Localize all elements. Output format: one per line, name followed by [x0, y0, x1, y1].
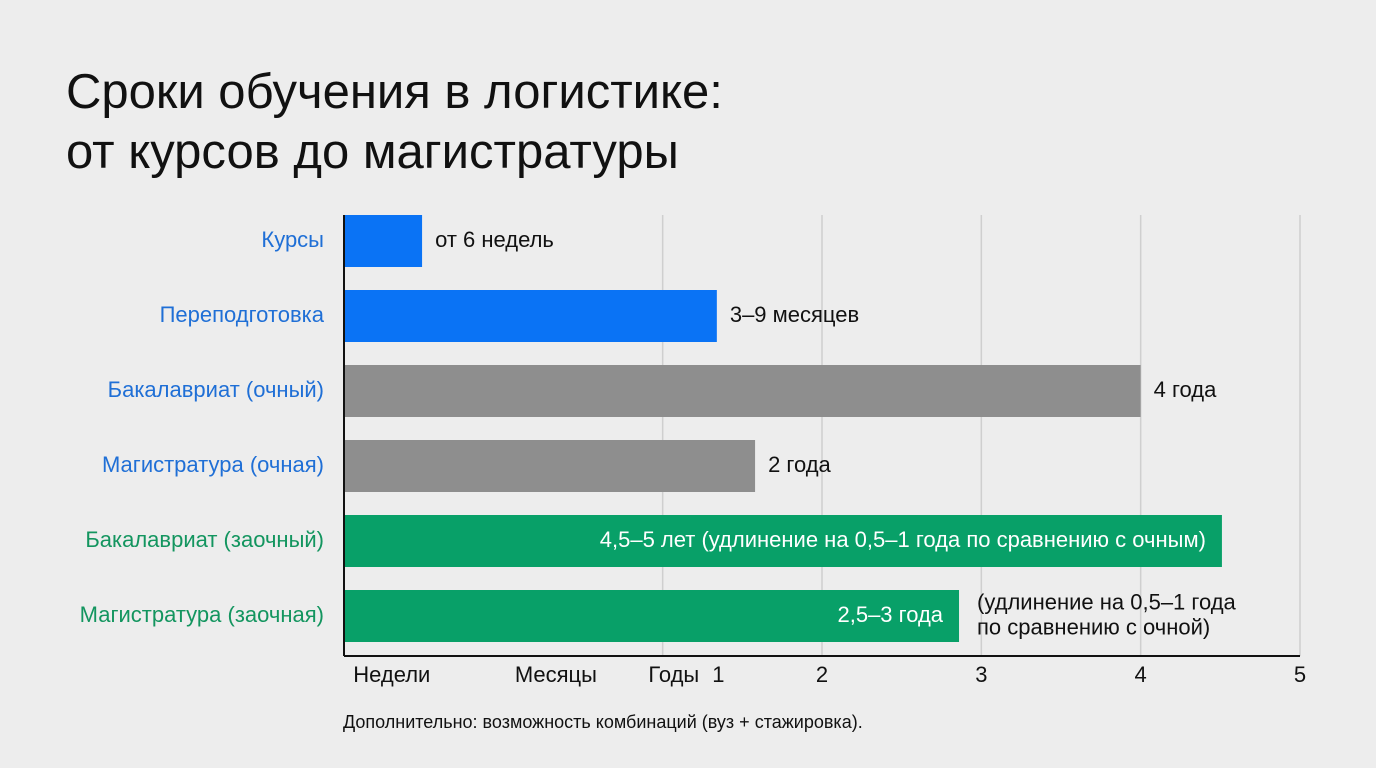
category-label-5: Магистратура (заочная) [80, 602, 324, 627]
bar-1 [344, 290, 717, 342]
bar-0 [344, 215, 423, 267]
x-tick-label-1: Месяцы [515, 662, 597, 687]
bar-2 [344, 365, 1141, 417]
bar-4 [344, 515, 1222, 567]
category-label-0: Курсы [261, 227, 324, 252]
x-tick-label-4: 2 [816, 662, 828, 687]
value-label-4: 4,5–5 лет (удлинение на 0,5–1 года по ср… [600, 527, 1206, 552]
value-label-5: 2,5–3 года [837, 602, 943, 627]
value-label-3: 2 года [768, 452, 831, 477]
category-label-2: Бакалавриат (очный) [108, 377, 324, 402]
value-label-1: 3–9 месяцев [730, 302, 859, 327]
category-label-1: Переподготовка [160, 302, 325, 327]
footnote: Дополнительно: возможность комбинаций (в… [343, 712, 863, 732]
value-label-2: 4 года [1154, 377, 1217, 402]
x-tick-label-2: Годы [648, 662, 699, 687]
bar-3 [344, 440, 756, 492]
x-tick-label-3: 1 [712, 662, 724, 687]
annotation-0-line-1: по сравнению с очной) [977, 614, 1210, 639]
chart-title: Сроки обучения в логистике: от курсов до… [66, 62, 723, 182]
chart-title-line-2: от курсов до магистратуры [66, 125, 679, 179]
bar-5 [344, 590, 960, 642]
chart-title-line-1: Сроки обучения в логистике: [66, 65, 723, 119]
annotation-0-line-0: (удлинение на 0,5–1 года [977, 589, 1237, 614]
x-tick-label-7: 5 [1294, 662, 1306, 687]
category-label-3: Магистратура (очная) [102, 452, 324, 477]
value-label-0: от 6 недель [435, 227, 554, 252]
x-tick-label-0: Недели [353, 662, 430, 687]
x-tick-label-5: 3 [975, 662, 987, 687]
category-label-4: Бакалавриат (заочный) [85, 527, 324, 552]
x-tick-label-6: 4 [1135, 662, 1147, 687]
